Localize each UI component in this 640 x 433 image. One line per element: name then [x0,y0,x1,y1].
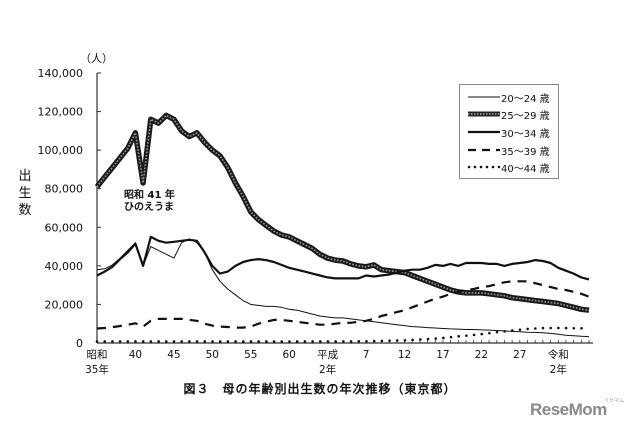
y-tick-label: 140,000 [38,67,84,80]
dashed-line-icon [468,148,500,152]
legend-item-35-39: 35～39 歳 [460,142,558,158]
dotted-line-icon [468,165,500,169]
x-tick-label: 7 [363,349,370,361]
legend-label: 40～44 歳 [501,164,550,175]
resemom-logo-sub: リセマム [604,398,625,404]
x-tick-label: 60 [283,349,296,361]
y-tick-label: 20,000 [45,298,84,311]
legend-label: 30～34 歳 [501,129,550,140]
x-tick-sublabel: 2年 [319,363,336,376]
y-axis-unit: （人） [80,52,113,65]
x-tick-label: 50 [206,349,219,361]
x-tick-label: 22 [475,349,488,361]
y-tick-label: 60,000 [45,221,84,234]
legend-item-20-24: 20～24 歳 [460,89,558,105]
y-tick-label: 40,000 [45,260,84,273]
figure-caption: 図３ 母の年齢別出生数の年次推移（東京都） [183,382,457,396]
x-tick-label: 27 [513,349,526,361]
x-tick-label: 12 [398,349,411,361]
legend-item-30-34: 30～34 歳 [460,124,558,140]
annotation-line2: ひのえうま [124,202,174,213]
series-20-24 [96,238,590,338]
y-tick-label: 0 [76,337,83,350]
resemom-logo: ReseMom [530,400,607,419]
thin-line-icon [468,96,500,98]
thick-hatched-line-icon [468,111,500,117]
x-tick-sublabel: 35年 [85,363,109,376]
x-tick-label: 40 [129,349,142,361]
x-tick-label: 令和 [548,348,569,361]
x-tick-sublabel: 2年 [550,363,567,376]
legend-label: 20～24 歳 [501,94,550,105]
x-tick-label: 45 [167,349,180,361]
x-tick-label: 平成 [317,349,338,361]
y-axis-label: 出生数 [18,169,32,218]
y-tick-label: 80,000 [45,183,84,196]
series-25-29 [94,112,590,313]
series-30-34 [96,235,590,281]
y-tick-label: 100,000 [38,144,84,157]
series-40-44 [95,326,591,343]
x-tick-label: 55 [244,349,257,361]
legend-label: 35～39 歳 [501,147,550,158]
x-tick-label: 昭和 [87,349,108,361]
annotation-line1: 昭和 41 年 [124,190,175,201]
y-tick-label: 120,000 [38,106,84,119]
chart-legend: 20～24 歳 25～29 歳 30～34 歳 35～39 歳 40～44 歳 [459,84,559,179]
legend-item-25-29: 25～29 歳 [460,106,558,122]
legend-label: 25～29 歳 [501,111,550,122]
medium-line-icon [468,130,500,134]
legend-item-40-44: 40～44 歳 [460,159,558,175]
x-tick-label: 17 [436,349,449,361]
hinoeuma-annotation: 昭和 41 年 ひのえうま [124,190,175,214]
series-35-39 [96,280,590,330]
